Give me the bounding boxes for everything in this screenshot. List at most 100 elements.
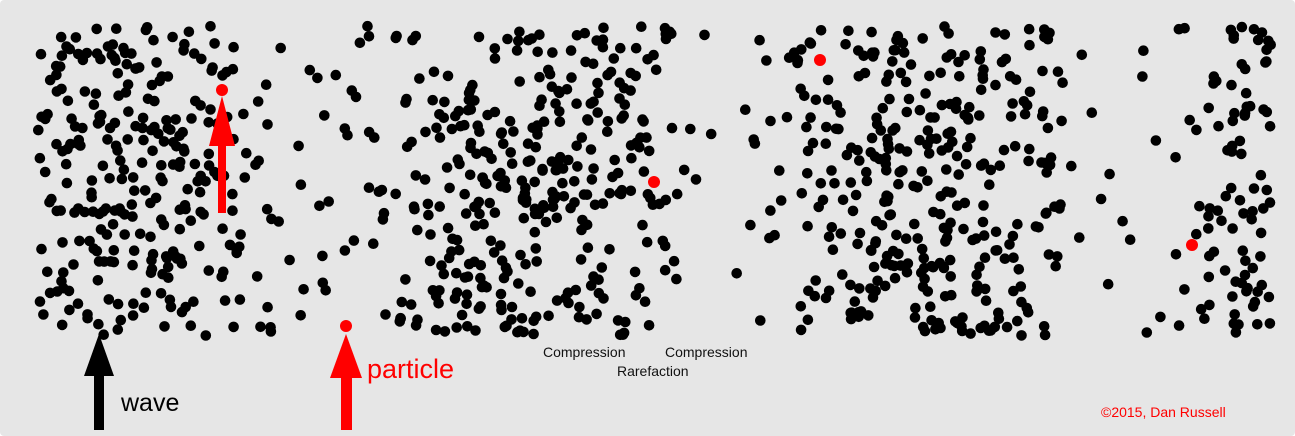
particle-dot [598,22,609,34]
particle-dot [815,25,827,36]
particle-dot [1050,260,1061,272]
particle-dot [422,198,434,210]
particle-dot [585,280,597,291]
particle-dot [38,309,49,320]
particle-dot [883,143,895,154]
particle-dot [1234,195,1246,206]
particle-dot [217,223,228,234]
particle-dot [550,98,561,109]
particle-dot [1066,160,1077,172]
particle-dot [162,261,174,273]
particle-dot [558,191,570,202]
particle-dot [522,138,534,149]
particle-dot [659,240,671,252]
particle-dot [571,140,582,152]
particle-dot [936,99,948,111]
particle-dot [925,301,936,313]
particle-dot [801,121,812,133]
particle-dot [122,134,133,145]
particle-dot [637,219,648,231]
particle-dot [648,49,659,61]
particle-dot [1016,330,1027,341]
particle-dot [195,100,206,111]
particle-dot [893,178,904,190]
particle-dot [971,269,982,281]
particle-dot [136,157,148,168]
particle-dot [917,281,929,293]
particle-dot [504,115,516,127]
particle-dot [207,62,218,73]
particle-dot [376,184,388,196]
particle-dot [141,22,153,33]
particle-dot [951,150,963,162]
particle-dot [262,119,273,130]
particle-dot [940,236,951,247]
particle-dot [438,268,450,280]
particle-dot [941,164,952,175]
arrow-head [330,334,362,378]
particle-dot [498,138,509,150]
particle-dot [945,271,956,282]
particle-dot [1229,107,1240,119]
particle-dot [827,244,839,255]
particle-dot [110,140,122,152]
particle-dot [821,121,832,133]
particle-dot [1263,291,1275,303]
particle-dot [139,185,151,196]
particle-dot [1012,315,1023,327]
particle-dot [55,205,66,216]
label-wave: wave [121,389,180,417]
particle-dot [425,229,436,240]
particle-dot [516,313,528,324]
particle-dot [980,295,992,307]
highlighted-particle [648,176,660,188]
particle-dot [1008,252,1019,263]
particle-dot [854,283,865,294]
particle-dot [73,203,84,214]
particle-dot [298,284,309,295]
particle-dot [103,294,115,305]
particle-dot [515,249,526,261]
particle-dot [514,26,525,38]
particle-dot [802,145,814,157]
particle-dot [845,177,857,188]
particle-dot [962,112,974,124]
particle-dot [1007,230,1019,242]
particle-dot [51,138,62,150]
particle-dot [705,128,717,140]
particle-dot [943,28,954,39]
particle-dot [1184,114,1195,126]
particle-dot [912,182,923,193]
particle-dot [954,71,965,82]
particle-dot [186,113,197,124]
particle-dot [138,134,149,146]
particle-dot [990,226,1002,238]
particle-dot [179,146,190,157]
particle-dot [895,67,907,79]
particle-dot [463,258,475,270]
particle-dot [1194,200,1205,212]
particle-dot [1222,145,1233,156]
particle-dot [671,273,682,285]
particle-dot [823,285,835,297]
particle-dot [185,215,197,226]
particle-dot [145,231,156,243]
particle-dot [634,283,645,294]
particle-dots [33,20,1276,341]
particle-dot [643,320,655,331]
particle-dot [205,104,216,115]
particle-dot [107,39,119,50]
particle-dot [570,284,582,296]
particle-dot [550,191,562,202]
particle-dot [1019,108,1031,120]
particle-dot [160,251,172,262]
particle-dot [939,291,951,302]
particle-dot [119,47,131,59]
particle-dot [465,137,477,149]
particle-dot [1102,278,1114,290]
particle-dot [761,55,772,66]
particle-dot [130,63,142,74]
highlighted-particle [216,84,228,96]
particle-dot [909,218,920,230]
particle-dot [147,145,158,157]
